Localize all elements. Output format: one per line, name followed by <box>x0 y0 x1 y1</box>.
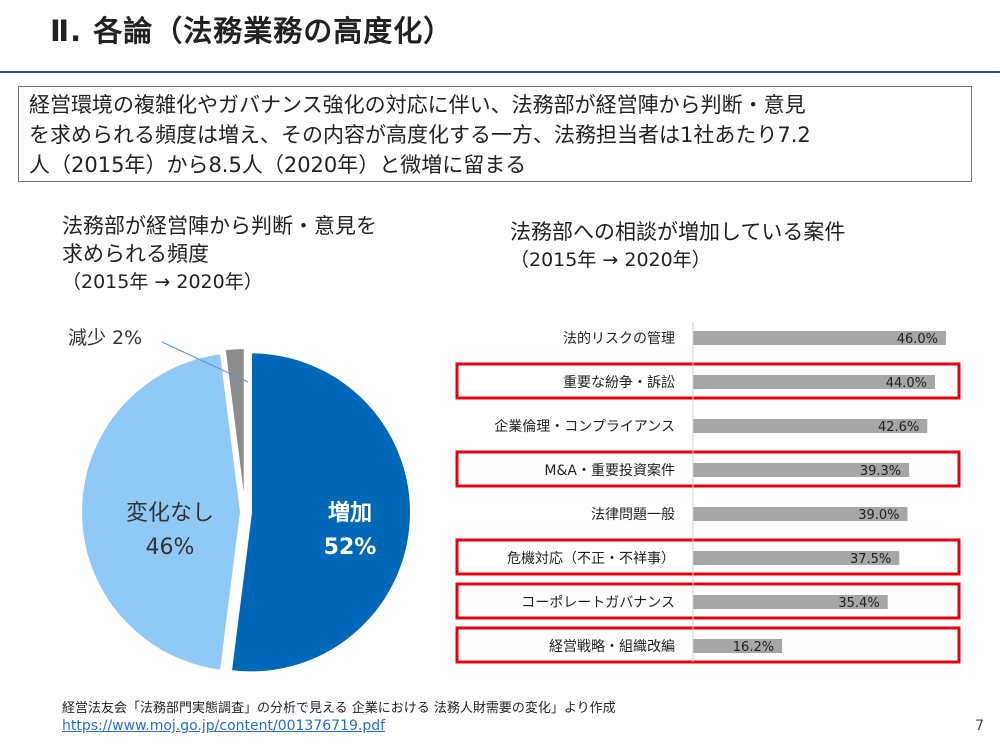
bar-value-label: 37.5% <box>850 552 891 567</box>
summary-line: 人（2015年）から8.5人（2020年）と微増に留まる <box>29 153 527 177</box>
bar-heading-line: （2015年 → 2020年） <box>510 249 711 271</box>
bar-value-label: 16.2% <box>733 640 774 655</box>
summary-line: を求められる頻度は増え、その内容が高度化する一方、法務担当者は1社あたり7.2 <box>29 123 811 147</box>
page-number: 7 <box>975 718 984 734</box>
summary-box: 経営環境の複雑化やガバナンス強化の対応に伴い、法務部が経営陣から判断・意見 を求… <box>18 86 972 182</box>
bar-category-label: 危機対応（不正・不祥事） <box>507 551 675 567</box>
bar-chart: 法的リスクの管理 46.0% 重要な紛争・訴訟 44.0% 企業倫理・コンプライアンス 4… <box>455 322 961 664</box>
bar-category-label: 経営戦略・組織改編 <box>549 639 675 655</box>
highlight-box <box>455 450 961 488</box>
pie-slice-decrease <box>223 347 246 509</box>
bar-category-label: 法律問題一般 <box>591 507 675 523</box>
highlight-box <box>455 626 961 664</box>
pie-slice-value: 46% <box>146 535 195 560</box>
pie-leader-line <box>161 341 249 383</box>
bar <box>693 331 946 345</box>
pie-slice-value: 52% <box>324 535 377 560</box>
pie-slice-label-decrease: 減少 2% <box>68 327 142 349</box>
bar <box>693 375 935 389</box>
bar <box>693 551 900 565</box>
source-link[interactable]: https://www.moj.go.jp/content/001376719.… <box>62 718 386 734</box>
title-divider <box>0 71 1000 73</box>
bar-category-label: M&A・重要投資案件 <box>544 462 675 479</box>
bar <box>693 507 908 521</box>
bar-heading-line: 法務部への相談が増加している案件 <box>510 220 846 244</box>
highlight-box <box>455 538 961 576</box>
summary-line: 経営環境の複雑化やガバナンス強化の対応に伴い、法務部が経営陣から判断・意見 <box>29 93 806 117</box>
bar-value-label: 46.0% <box>897 332 938 347</box>
bar-value-label: 35.4% <box>838 596 879 611</box>
pie-slice-increase <box>229 351 412 674</box>
pie-slice-label: 変化なし <box>126 501 214 526</box>
pie-slice-no-change <box>80 352 243 672</box>
highlight-box <box>455 362 961 400</box>
bar <box>693 419 928 433</box>
bar <box>693 639 783 653</box>
bar-category-label: コーポレートガバナンス <box>521 595 675 611</box>
highlight-box <box>455 582 961 620</box>
pie-heading-line: 法務部が経営陣から判断・意見を <box>62 214 377 238</box>
pie-heading-line: 求められる頻度 <box>62 242 209 266</box>
pie-chart-heading: 法務部が経営陣から判断・意見を 求められる頻度 （2015年 → 2020年） <box>62 212 377 296</box>
pie-chart: 増加 52% 変化なし 46% 減少 2% <box>68 327 412 674</box>
bar-value-label: 42.6% <box>878 420 919 435</box>
bar <box>693 463 910 477</box>
bar-category-label: 企業倫理・コンプライアンス <box>494 418 675 435</box>
bar-value-label: 44.0% <box>886 376 927 391</box>
bar-chart-heading: 法務部への相談が増加している案件 （2015年 → 2020年） <box>510 218 845 274</box>
slide-title: Ⅱ. 各論（法務業務の高度化） <box>50 14 454 48</box>
pie-slice-label: 増加 <box>328 500 372 526</box>
bar-category-label: 法的リスクの管理 <box>563 331 675 347</box>
source-citation: 経営法友会「法務部門実態調査」の分析で見える 企業における 法務人財需要の変化」… <box>62 701 616 716</box>
pie-heading-line: （2015年 → 2020年） <box>62 271 263 293</box>
bar-value-label: 39.3% <box>860 464 901 479</box>
bar <box>693 595 888 609</box>
bar-category-label: 重要な紛争・訴訟 <box>563 375 675 391</box>
bar-value-label: 39.0% <box>858 508 899 523</box>
